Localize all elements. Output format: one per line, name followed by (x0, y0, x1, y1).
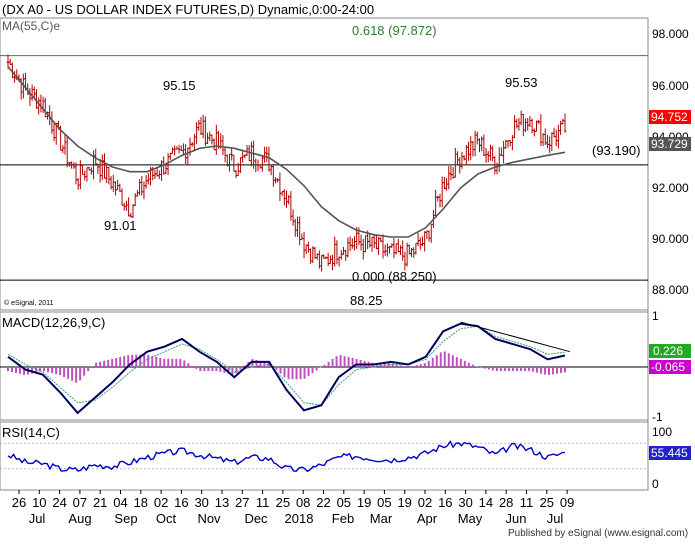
x-month-label: Nov (197, 511, 221, 526)
x-month-label: May (458, 511, 483, 526)
price-tick-96: 96.000 (652, 79, 689, 93)
macd-signal-line (7, 325, 566, 406)
x-day-label: 04 (113, 495, 127, 510)
x-day-label: 21 (93, 495, 107, 510)
price-tick-92: 92.000 (652, 181, 689, 195)
rsi-value: 55.445 (651, 446, 688, 460)
x-day-label: 11 (256, 495, 270, 510)
x-day-label: 27 (235, 495, 249, 510)
x-day-label: 10 (32, 495, 46, 510)
macd-value: 0.226 (653, 344, 683, 358)
x-day-label: 05 (337, 495, 351, 510)
rsi-layer (0, 440, 648, 473)
x-month-label: Dec (244, 511, 268, 526)
last-price-box (649, 110, 691, 124)
x-day-label: 24 (52, 495, 66, 510)
chart-title: (DX A0 - US DOLLAR INDEX FUTURES,D) Dyna… (2, 2, 374, 17)
ma-line (7, 66, 566, 238)
x-day-label: 30 (194, 495, 208, 510)
x-day-label: 25 (276, 495, 290, 510)
rsi-line (7, 440, 566, 473)
fib-label: 0.618 (97.872) (352, 23, 437, 38)
annotation-95-53: 95.53 (505, 75, 538, 90)
support-label: (93.190) (592, 143, 640, 158)
hist-value-box (649, 360, 691, 374)
x-day-label: 25 (540, 495, 554, 510)
ma-value: 93.729 (651, 137, 688, 151)
x-day-label: 19 (357, 495, 371, 510)
ma-value-box (649, 137, 691, 151)
x-day-label: 13 (215, 495, 229, 510)
price-layer (0, 54, 648, 281)
x-month-label: Feb (332, 511, 354, 526)
x-day-label: 28 (499, 495, 513, 510)
x-day-label: 22 (316, 495, 330, 510)
x-month-label: Jun (506, 511, 527, 526)
macd-tick-neg1: -1 (652, 410, 663, 424)
rsi-tick-0: 0 (652, 477, 659, 491)
x-day-label: 02 (418, 495, 432, 510)
fib-zero-label: 0.000 (88.250) (352, 269, 437, 284)
x-day-label: 26 (12, 495, 26, 510)
macd-value-box (649, 344, 691, 358)
x-month-label: Mar (370, 511, 393, 526)
x-month-label: Apr (417, 511, 438, 526)
macd-layer (0, 321, 648, 415)
x-day-label: 05 (377, 495, 391, 510)
rsi-tick-100: 100 (652, 425, 672, 439)
macd-tick-1: 1 (652, 309, 659, 323)
rsi-value-box (649, 446, 691, 460)
x-day-label: 14 (479, 495, 493, 510)
price-tick-90: 90.000 (652, 232, 689, 246)
copyright: © eSignal, 2011 (4, 299, 54, 307)
x-day-label: 07 (73, 495, 87, 510)
x-month-label: Jul (29, 511, 46, 526)
x-day-label: 16 (174, 495, 188, 510)
x-day-label: 09 (560, 495, 574, 510)
low-label: 88.25 (350, 293, 383, 308)
rsi-title: RSI(14,C) (2, 425, 60, 440)
x-month-label: Sep (114, 511, 137, 526)
x-month-label: Jul (547, 511, 564, 526)
x-day-label: 16 (438, 495, 452, 510)
hist-value: -0.065 (651, 360, 685, 374)
x-day-label: 11 (520, 495, 534, 510)
x-day-label: 18 (134, 495, 148, 510)
macd-title: MACD(12,26,9,C) (2, 315, 105, 330)
x-day-label: 02 (154, 495, 168, 510)
rsi-panel (0, 421, 649, 491)
axis-layer: 26 10 24 07 21 04 18 02 16 30 13 27 11 25 08 22 05 19 05 19… (12, 490, 574, 526)
annotation-91-01: 91.01 (104, 218, 137, 233)
price-tick-88: 88.000 (652, 283, 689, 297)
price-bar (563, 113, 567, 133)
x-day-label: 30 (458, 495, 472, 510)
footer-credit: Published by eSignal (www.esignal.com) (508, 528, 688, 539)
annotation-95-15: 95.15 (163, 78, 196, 93)
x-month-label: Oct (156, 511, 177, 526)
x-day-label: 08 (296, 495, 310, 510)
last-price-value: 94.752 (651, 110, 688, 124)
x-day-label: 19 (397, 495, 411, 510)
price-tick-98: 98.000 (652, 27, 689, 41)
macd-trendline (460, 321, 571, 353)
ma-legend: MA(55,C)e (2, 19, 60, 33)
x-month-label: 2018 (285, 511, 314, 526)
x-month-label: Aug (68, 511, 91, 526)
